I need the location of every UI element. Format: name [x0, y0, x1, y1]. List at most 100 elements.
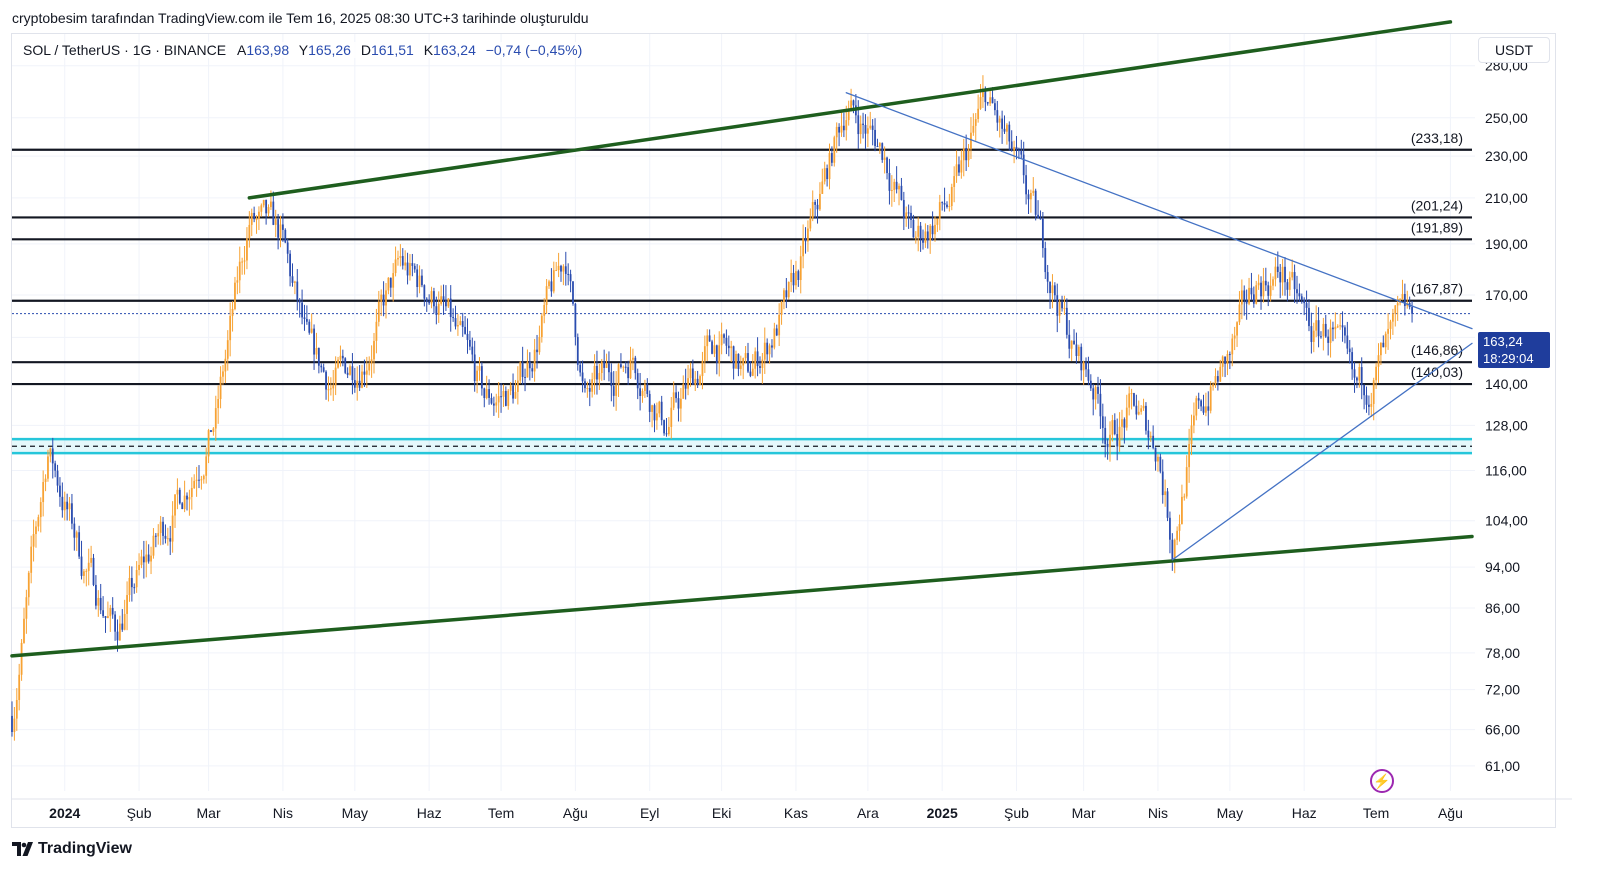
candle-body: [984, 88, 987, 103]
candle-body: [816, 204, 819, 210]
candle: [610, 363, 613, 402]
candle-body: [902, 199, 905, 218]
candle-body: [471, 346, 474, 355]
candle-body: [1370, 403, 1373, 407]
candle-body: [1224, 356, 1226, 364]
candle: [828, 143, 831, 190]
candle-body: [1372, 380, 1375, 404]
candle-body: [596, 365, 598, 380]
candle-body: [1113, 420, 1116, 435]
candle-body: [1142, 405, 1145, 409]
candle-body: [622, 366, 625, 368]
candle: [1010, 130, 1013, 152]
candle-body: [869, 125, 872, 129]
candle: [305, 305, 308, 325]
candle-body: [1085, 362, 1087, 370]
candle: [1267, 281, 1270, 307]
candle-body: [1008, 124, 1011, 142]
candle-body: [917, 225, 920, 237]
candle: [471, 337, 474, 362]
candle: [61, 482, 64, 518]
candle-body: [260, 205, 263, 212]
candle-body: [881, 143, 884, 160]
candle-body: [924, 231, 927, 243]
candle-body: [632, 357, 634, 360]
candle: [346, 367, 349, 379]
candle-body: [543, 304, 546, 316]
candle-body: [588, 388, 591, 392]
candle-body: [1243, 290, 1246, 300]
candle: [569, 269, 572, 293]
candle: [581, 360, 584, 393]
candle: [71, 493, 73, 530]
candle: [1190, 414, 1193, 456]
candle: [1063, 295, 1066, 315]
candle-body: [807, 228, 809, 242]
candle: [773, 322, 776, 350]
candle-body: [1269, 285, 1272, 296]
candle-body: [739, 365, 742, 369]
candle-body: [18, 674, 21, 701]
candle: [905, 206, 908, 227]
candle-body: [953, 176, 956, 187]
candle-body: [1025, 175, 1027, 195]
axis-layer: 280,00250,00230,00210,00190,00170,00155,…: [12, 58, 1572, 821]
candle: [169, 525, 172, 556]
candle-body: [1212, 384, 1214, 387]
candle-body: [123, 613, 126, 630]
candle: [1173, 538, 1176, 574]
candle: [1248, 277, 1250, 306]
candle: [282, 213, 284, 242]
candle-body: [231, 308, 234, 316]
candle-body: [114, 614, 116, 632]
candle: [548, 279, 550, 289]
candle-body: [675, 392, 677, 399]
currency-button[interactable]: USDT: [1478, 37, 1550, 63]
candle-body: [991, 97, 994, 104]
candle-body: [385, 290, 387, 306]
candle: [898, 183, 900, 206]
candle-body: [1161, 471, 1164, 496]
candle: [658, 400, 661, 418]
lightning-icon[interactable]: ⚡: [1370, 769, 1394, 793]
candle-body: [1339, 325, 1342, 327]
candle-body: [814, 202, 817, 205]
candle: [744, 345, 747, 364]
candle: [660, 395, 663, 426]
candle-body: [406, 262, 409, 276]
candle: [229, 302, 232, 357]
candle-body: [874, 129, 876, 147]
candle-body: [504, 390, 507, 406]
candle: [1219, 359, 1222, 382]
candle: [701, 351, 704, 390]
tradingview-logo[interactable]: TradingView: [12, 840, 132, 858]
candle: [236, 266, 239, 295]
candle-body: [646, 384, 649, 394]
candle: [286, 238, 289, 264]
candle: [1221, 355, 1224, 377]
candle-body: [61, 496, 64, 511]
candle: [797, 269, 800, 287]
candle-body: [778, 314, 781, 336]
candle-body: [1101, 416, 1104, 428]
candle-body: [795, 271, 797, 286]
candle-body: [466, 333, 469, 340]
candle-body: [893, 181, 896, 191]
candle: [785, 278, 788, 309]
candle: [1252, 286, 1255, 308]
candle-body: [1303, 299, 1306, 304]
candle-body: [327, 389, 330, 391]
candle-body: [428, 301, 431, 304]
candle: [1185, 455, 1188, 499]
candle: [1169, 511, 1171, 554]
candle-body: [490, 397, 493, 404]
candle: [703, 335, 706, 373]
candle: [1193, 402, 1195, 434]
candle-body: [735, 353, 737, 369]
candle-body: [39, 502, 42, 518]
candle: [950, 183, 953, 211]
candle-body: [1097, 386, 1099, 394]
candle-body: [754, 351, 757, 369]
candle: [1113, 413, 1116, 436]
